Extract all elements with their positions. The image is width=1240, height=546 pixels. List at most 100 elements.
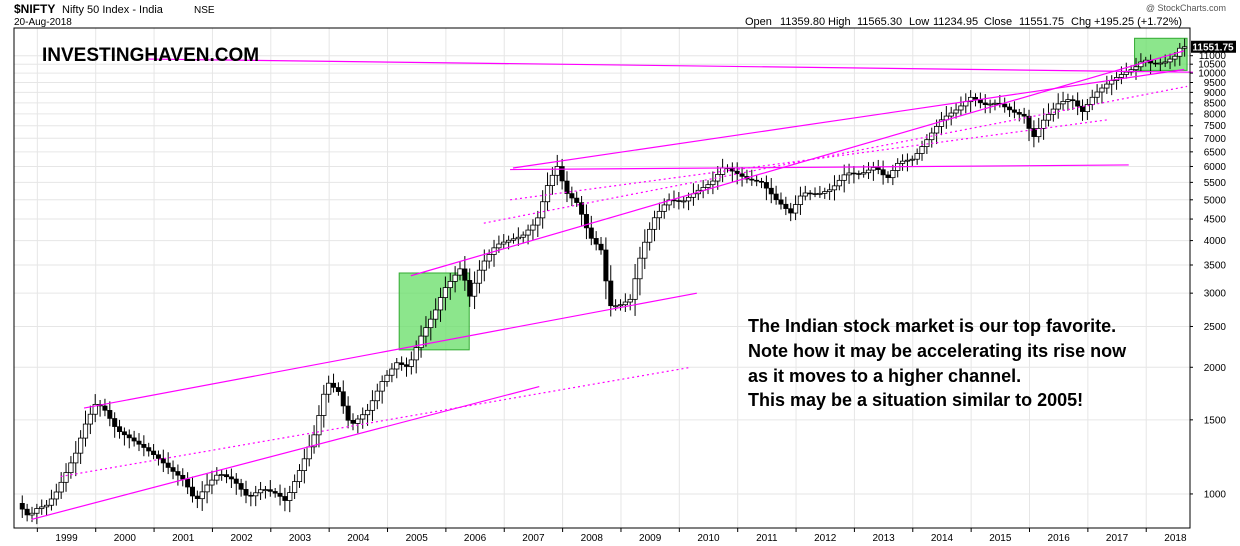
- candle-body: [958, 105, 964, 111]
- candle-body: [58, 481, 64, 493]
- candle-body: [1118, 74, 1125, 78]
- candle-body: [233, 478, 239, 484]
- y-tick-label: 3000: [1204, 289, 1227, 300]
- y-tick-label: 5000: [1204, 195, 1227, 206]
- candle-body: [836, 179, 842, 187]
- candle-body: [1070, 99, 1076, 102]
- candle-body: [248, 494, 254, 497]
- candle-body: [953, 109, 959, 114]
- candle-body: [530, 224, 536, 231]
- x-tick-label: 2008: [581, 533, 604, 544]
- candle-body: [802, 192, 808, 197]
- candle-body: [856, 173, 862, 175]
- candle-body: [1002, 103, 1008, 108]
- candle-body: [817, 192, 823, 195]
- candle-body: [408, 359, 414, 367]
- candle-body: [588, 227, 594, 239]
- candle-body: [486, 254, 492, 262]
- candle-body: [92, 403, 98, 415]
- candle-body: [364, 409, 371, 416]
- candle-body: [471, 282, 478, 297]
- x-tick-label: 2006: [464, 533, 487, 544]
- candle-body: [24, 508, 30, 516]
- candle-body: [180, 474, 186, 480]
- commentary: The Indian stock market is our top favor…: [748, 316, 1127, 410]
- close-value: 11551.75: [1019, 16, 1064, 28]
- candle-body: [583, 214, 589, 229]
- candle-body: [1152, 62, 1158, 65]
- candle-body: [501, 241, 507, 245]
- channel-line: [83, 292, 697, 409]
- candle-body: [136, 440, 142, 445]
- candle-body: [759, 180, 765, 183]
- candle-body: [1094, 91, 1100, 98]
- candle-body: [535, 217, 541, 226]
- channel-line: [512, 68, 1185, 169]
- candle-body: [734, 170, 740, 175]
- candle-body: [797, 195, 804, 205]
- low-value: 11234.95: [933, 16, 978, 28]
- candle-body: [710, 180, 716, 186]
- candle-body: [209, 479, 215, 486]
- channel-line: [510, 164, 1129, 171]
- candle-body: [861, 172, 867, 175]
- channel-line: [410, 50, 1185, 277]
- candle-body: [1021, 113, 1027, 117]
- commentary-line-4: This may be a situation similar to 2005!: [748, 390, 1083, 410]
- candle-body: [131, 437, 137, 442]
- candle-body: [165, 462, 171, 468]
- candle-body: [914, 153, 920, 160]
- candle-body: [564, 180, 570, 194]
- candle-body: [598, 243, 604, 251]
- candle-body: [53, 491, 59, 500]
- candle-body: [1167, 58, 1173, 63]
- candle-body: [647, 228, 653, 243]
- candle-body: [43, 504, 50, 508]
- candle-body: [219, 474, 225, 476]
- candle-body: [379, 381, 385, 392]
- x-tick-label: 2002: [230, 533, 253, 544]
- y-tick-label: 7500: [1204, 121, 1227, 132]
- last-price-tag-label: 11551.75: [1192, 42, 1234, 53]
- candle-body: [1104, 83, 1110, 89]
- candle-body: [331, 382, 337, 388]
- candle-body: [1089, 96, 1095, 105]
- candle-body: [617, 304, 624, 307]
- candle-body: [783, 203, 789, 209]
- candle-body: [1045, 113, 1052, 121]
- candle-body: [924, 139, 930, 147]
- candle-body: [335, 387, 341, 392]
- candle-body: [316, 415, 322, 436]
- x-tick-label: 2007: [522, 533, 545, 544]
- candle-body: [1172, 55, 1178, 60]
- y-tick-label: 1000: [1204, 489, 1227, 500]
- candle-body: [112, 418, 118, 427]
- y-axis: 1000 1500 2000 2500 3000 3500 4000 4500 5000 5500…: [1190, 51, 1226, 500]
- candle-body: [82, 423, 89, 439]
- y-tick-label: 7000: [1204, 134, 1227, 145]
- candle-body: [272, 491, 278, 494]
- candle-body: [778, 199, 784, 205]
- candle-body: [875, 167, 881, 170]
- commentary-line-3: as it moves to a higher channel.: [748, 366, 1021, 386]
- watermark: INVESTINGHAVEN.COM: [42, 45, 259, 66]
- candle-body: [267, 489, 273, 492]
- candle-body: [554, 166, 560, 176]
- candle-body: [890, 170, 896, 179]
- chart-index-name: Nifty 50 Index - India: [62, 4, 164, 16]
- chart-symbol: $NIFTY: [14, 2, 55, 16]
- candle-body: [880, 169, 886, 176]
- candle-body: [282, 496, 288, 501]
- commentary-line-2: Note how it may be accelerating its rise…: [748, 341, 1127, 361]
- candle-body: [462, 268, 468, 281]
- y-tick-label: 9000: [1204, 88, 1227, 99]
- x-tick-label: 1999: [55, 533, 78, 544]
- candle-body: [257, 489, 264, 494]
- candle-body: [549, 174, 555, 187]
- candle-body: [603, 249, 609, 282]
- candle-body: [681, 200, 687, 203]
- y-tick-label: 2000: [1204, 363, 1227, 374]
- candle-body: [306, 446, 312, 460]
- candle-body: [155, 454, 161, 459]
